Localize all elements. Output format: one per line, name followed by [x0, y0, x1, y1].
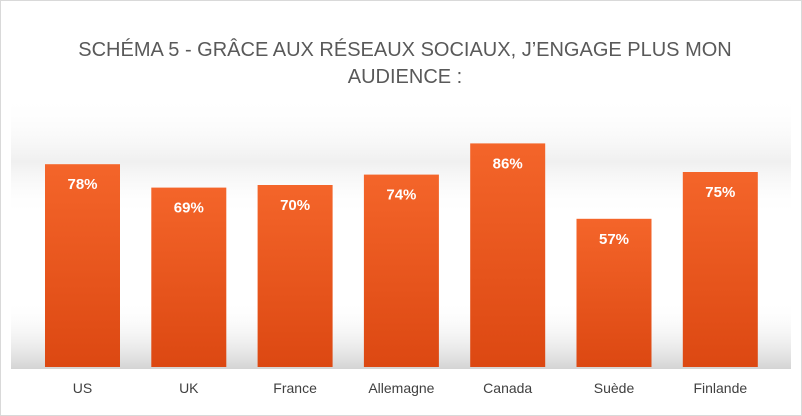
category-label-france: France: [273, 380, 317, 396]
category-label-uk: UK: [179, 380, 199, 396]
value-labels-group: 78% 69% 70% 74% 86% 57% 75%: [67, 155, 735, 247]
bar-suède: [576, 218, 652, 367]
category-labels-group: US UK France Allemagne Canada Suède Finlande: [73, 380, 748, 396]
category-label-us: US: [73, 380, 92, 396]
bar-france: [257, 185, 333, 367]
value-label-suède: 57%: [599, 231, 629, 248]
category-label-allemagne: Allemagne: [368, 380, 434, 396]
bar-canada: [470, 143, 546, 367]
category-label-finlande: Finlande: [693, 380, 747, 396]
bar-uk: [151, 187, 227, 367]
chart-title-line-1: SCHÉMA 5 - GRÂCE AUX RÉSEAUX SOCIAUX, J’…: [78, 38, 732, 61]
bar-us: [45, 164, 120, 367]
category-label-canada: Canada: [483, 380, 532, 396]
value-label-us: 78%: [67, 176, 97, 193]
value-label-uk: 69%: [174, 200, 204, 217]
value-label-finlande: 75%: [705, 184, 735, 201]
value-label-canada: 86%: [493, 155, 523, 172]
chart-title-line-2: AUDIENCE :: [348, 66, 462, 88]
bar-allemagne: [363, 174, 439, 367]
bars-group: [45, 143, 758, 367]
bar-finlande: [682, 172, 758, 367]
value-label-france: 70%: [280, 197, 310, 214]
category-label-suède: Suède: [594, 380, 635, 396]
value-label-allemagne: 74%: [386, 187, 416, 204]
